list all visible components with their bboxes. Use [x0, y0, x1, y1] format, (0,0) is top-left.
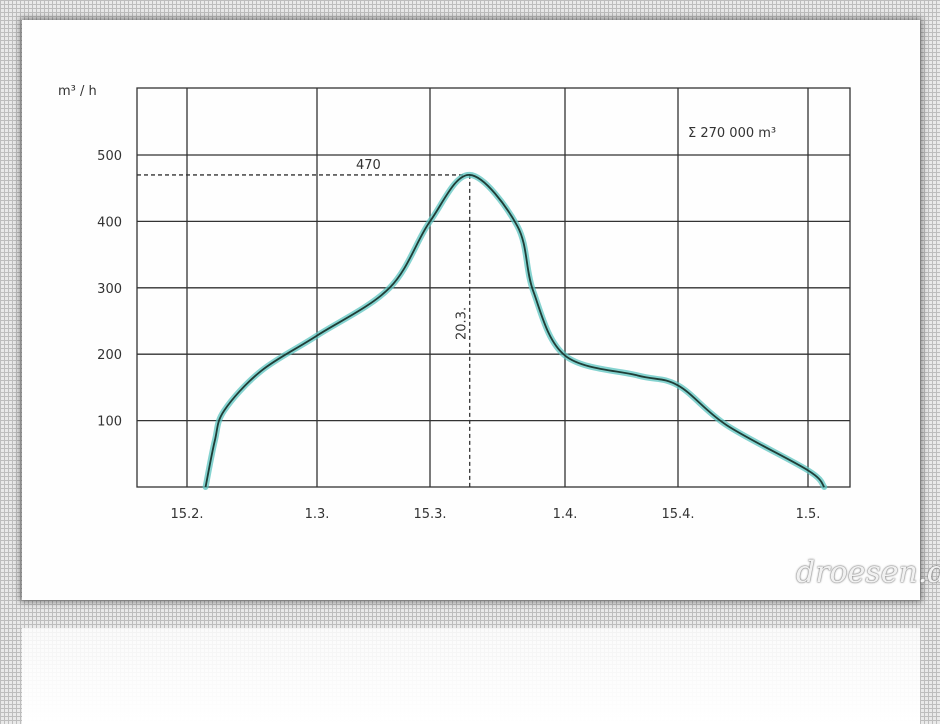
x-tick-label: 1.5.	[796, 507, 821, 522]
total-annotation: Σ 270 000 m³	[688, 126, 776, 141]
x-tick-label: 1.4.	[553, 507, 578, 522]
peak-date-label: 20.3.	[455, 307, 470, 340]
y-axis-label: m³ / h	[58, 84, 97, 99]
chart-card	[22, 20, 920, 600]
y-tick-label: 100	[97, 415, 122, 430]
y-tick-label: 400	[97, 215, 122, 230]
y-tick-label: 200	[97, 348, 122, 363]
peak-value-label: 470	[356, 158, 381, 173]
x-tick-label: 15.2.	[170, 507, 203, 522]
x-tick-label: 15.4.	[661, 507, 694, 522]
series-line	[204, 174, 825, 488]
x-tick-label: 15.3.	[413, 507, 446, 522]
x-tick-label: 1.3.	[305, 507, 330, 522]
reflection	[22, 628, 920, 724]
watermark-logo: droesen.de	[796, 555, 940, 590]
y-tick-label: 300	[97, 282, 122, 297]
y-tick-label: 500	[97, 149, 122, 164]
grid	[136, 87, 851, 488]
